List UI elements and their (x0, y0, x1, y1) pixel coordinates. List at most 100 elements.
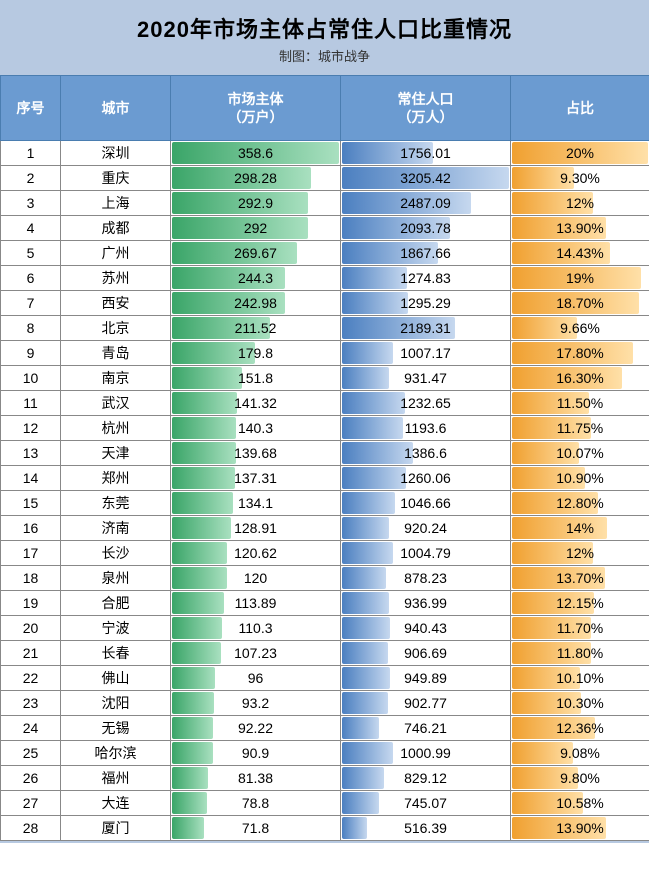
cell-entities: 92.22 (171, 716, 341, 741)
cell-entities: 71.8 (171, 816, 341, 841)
table-row: 24无锡92.22746.2112.36% (1, 716, 649, 741)
table-row: 1深圳358.61756.0120% (1, 141, 649, 166)
cell-ratio: 10.07% (511, 441, 649, 466)
table-row: 7西安242.981295.2918.70% (1, 291, 649, 316)
cell-ratio: 13.90% (511, 216, 649, 241)
cell-ratio: 9.66% (511, 316, 649, 341)
cell-ratio: 10.90% (511, 466, 649, 491)
table-row: 12杭州140.31193.611.75% (1, 416, 649, 441)
cell-entities: 96 (171, 666, 341, 691)
table-row: 10南京151.8931.4716.30% (1, 366, 649, 391)
cell-ratio: 14.43% (511, 241, 649, 266)
cell-population: 746.21 (341, 716, 511, 741)
data-table: 序号 城市 市场主体（万户） 常住人口（万人） 占比 1深圳358.61756.… (0, 75, 649, 841)
cell-index: 13 (1, 441, 61, 466)
table-row: 19合肥113.89936.9912.15% (1, 591, 649, 616)
page-title: 2020年市场主体占常住人口比重情况 (0, 0, 649, 46)
cell-entities: 151.8 (171, 366, 341, 391)
cell-index: 12 (1, 416, 61, 441)
cell-ratio: 12.36% (511, 716, 649, 741)
cell-ratio: 14% (511, 516, 649, 541)
cell-entities: 269.67 (171, 241, 341, 266)
cell-population: 2189.31 (341, 316, 511, 341)
cell-index: 16 (1, 516, 61, 541)
cell-index: 27 (1, 791, 61, 816)
cell-city: 武汉 (61, 391, 171, 416)
cell-population: 940.43 (341, 616, 511, 641)
header-row: 序号 城市 市场主体（万户） 常住人口（万人） 占比 (1, 76, 649, 141)
cell-ratio: 11.80% (511, 641, 649, 666)
cell-ratio: 18.70% (511, 291, 649, 316)
table-row: 13天津139.681386.610.07% (1, 441, 649, 466)
table-row: 18泉州120878.2313.70% (1, 566, 649, 591)
cell-population: 931.47 (341, 366, 511, 391)
cell-entities: 358.6 (171, 141, 341, 166)
cell-population: 1295.29 (341, 291, 511, 316)
cell-index: 10 (1, 366, 61, 391)
cell-city: 大连 (61, 791, 171, 816)
cell-entities: 120.62 (171, 541, 341, 566)
page-subtitle: 制图：城市战争 (0, 46, 649, 75)
table-row: 27大连78.8745.0710.58% (1, 791, 649, 816)
cell-city: 广州 (61, 241, 171, 266)
cell-ratio: 9.08% (511, 741, 649, 766)
cell-entities: 107.23 (171, 641, 341, 666)
table-row: 21长春107.23906.6911.80% (1, 641, 649, 666)
table-row: 6苏州244.31274.8319% (1, 266, 649, 291)
cell-index: 19 (1, 591, 61, 616)
table-row: 3上海292.92487.0912% (1, 191, 649, 216)
cell-entities: 110.3 (171, 616, 341, 641)
cell-index: 17 (1, 541, 61, 566)
cell-index: 5 (1, 241, 61, 266)
cell-ratio: 13.90% (511, 816, 649, 841)
cell-index: 28 (1, 816, 61, 841)
cell-index: 11 (1, 391, 61, 416)
cell-entities: 134.1 (171, 491, 341, 516)
cell-ratio: 11.50% (511, 391, 649, 416)
cell-city: 郑州 (61, 466, 171, 491)
cell-ratio: 20% (511, 141, 649, 166)
col-header-index: 序号 (1, 76, 61, 141)
cell-population: 829.12 (341, 766, 511, 791)
cell-city: 佛山 (61, 666, 171, 691)
cell-population: 949.89 (341, 666, 511, 691)
cell-entities: 292 (171, 216, 341, 241)
cell-ratio: 9.80% (511, 766, 649, 791)
cell-entities: 137.31 (171, 466, 341, 491)
cell-population: 936.99 (341, 591, 511, 616)
cell-city: 合肥 (61, 591, 171, 616)
cell-index: 15 (1, 491, 61, 516)
cell-city: 深圳 (61, 141, 171, 166)
cell-entities: 139.68 (171, 441, 341, 466)
cell-index: 8 (1, 316, 61, 341)
cell-entities: 292.9 (171, 191, 341, 216)
table-row: 25哈尔滨90.91000.999.08% (1, 741, 649, 766)
table-row: 16济南128.91920.2414% (1, 516, 649, 541)
cell-index: 4 (1, 216, 61, 241)
cell-entities: 128.91 (171, 516, 341, 541)
cell-population: 1000.99 (341, 741, 511, 766)
cell-city: 福州 (61, 766, 171, 791)
cell-index: 21 (1, 641, 61, 666)
cell-ratio: 13.70% (511, 566, 649, 591)
col-header-entities: 市场主体（万户） (171, 76, 341, 141)
table-container: 2020年市场主体占常住人口比重情况 制图：城市战争 序号 城市 市场主体（万户… (0, 0, 649, 843)
cell-population: 1756.01 (341, 141, 511, 166)
col-header-population: 常住人口（万人） (341, 76, 511, 141)
cell-index: 6 (1, 266, 61, 291)
cell-population: 3205.42 (341, 166, 511, 191)
cell-city: 苏州 (61, 266, 171, 291)
cell-index: 24 (1, 716, 61, 741)
cell-entities: 113.89 (171, 591, 341, 616)
cell-city: 长春 (61, 641, 171, 666)
cell-city: 青岛 (61, 341, 171, 366)
cell-population: 920.24 (341, 516, 511, 541)
cell-population: 2093.78 (341, 216, 511, 241)
table-row: 9青岛179.81007.1717.80% (1, 341, 649, 366)
cell-population: 1274.83 (341, 266, 511, 291)
table-row: 23沈阳93.2902.7710.30% (1, 691, 649, 716)
col-header-city: 城市 (61, 76, 171, 141)
cell-index: 3 (1, 191, 61, 216)
cell-entities: 179.8 (171, 341, 341, 366)
cell-index: 7 (1, 291, 61, 316)
